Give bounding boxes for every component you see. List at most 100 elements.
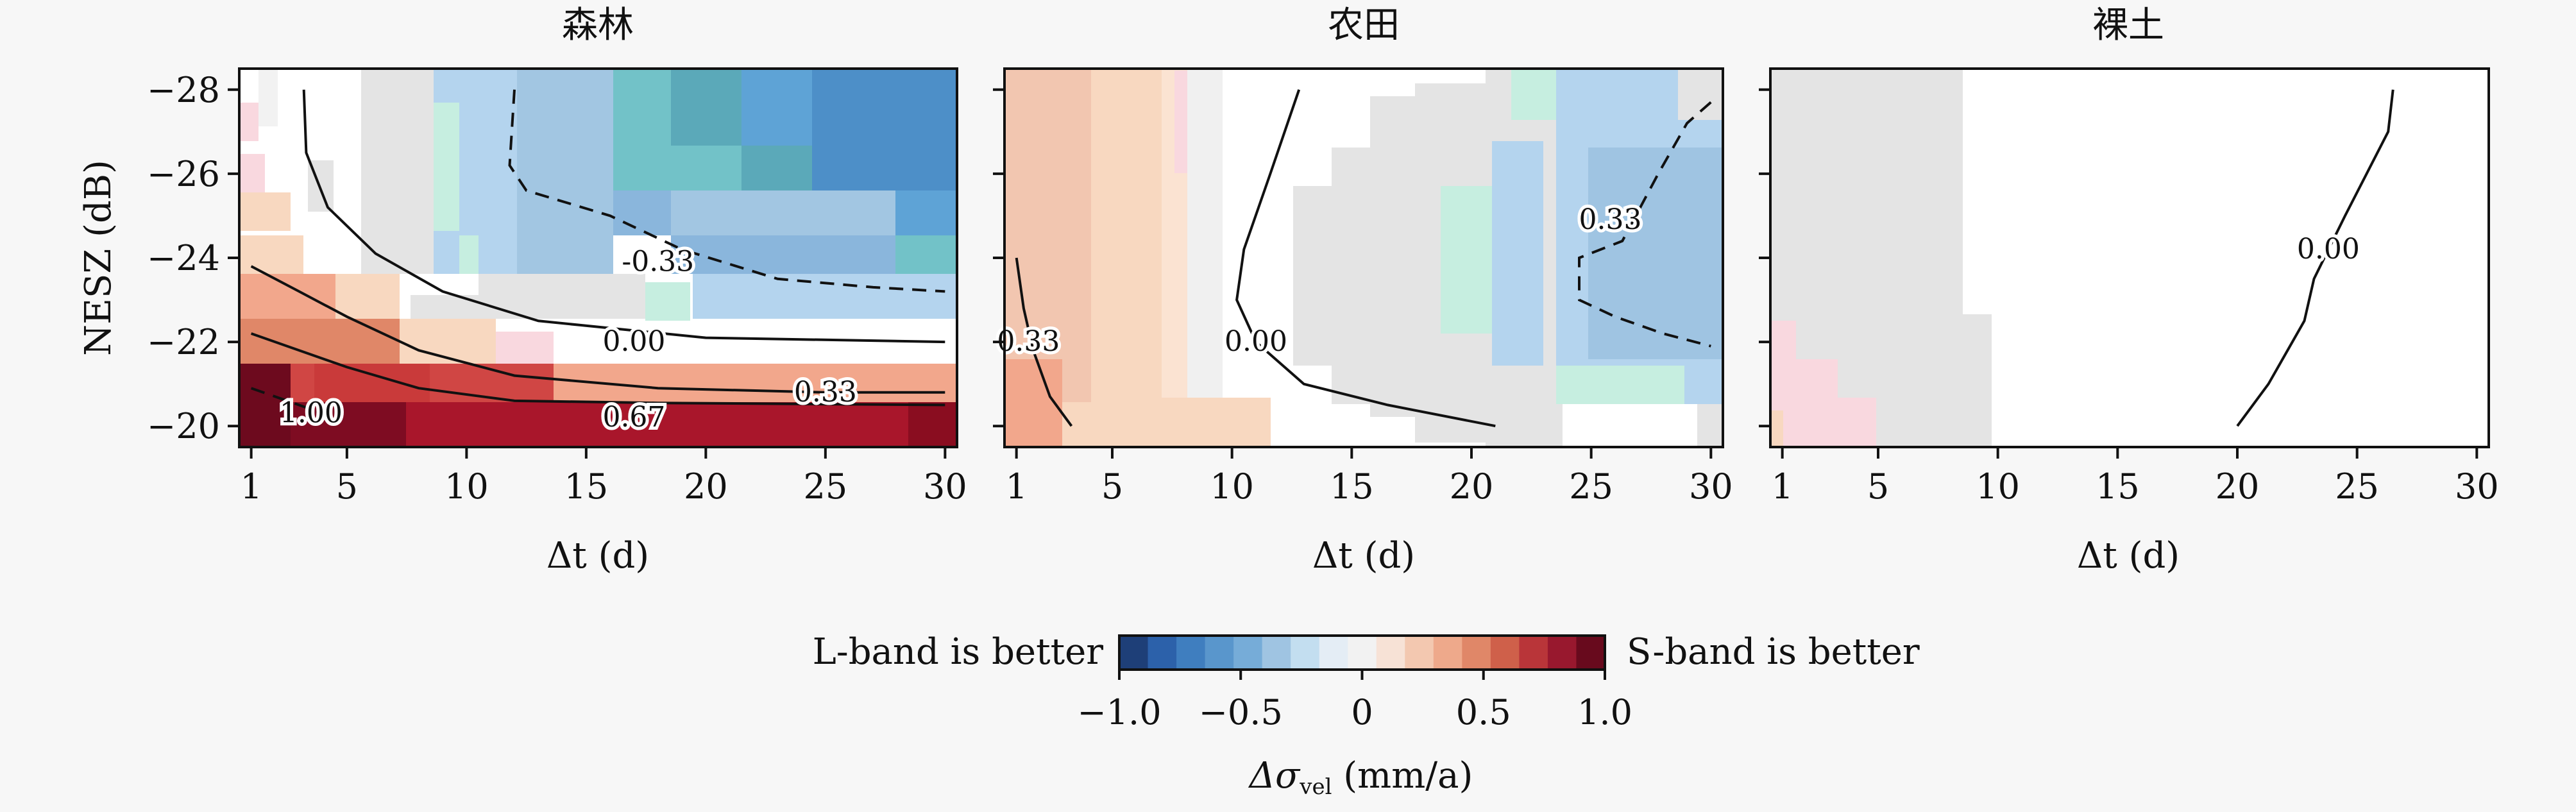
cell: [335, 274, 400, 319]
x-tick-label: 10: [445, 466, 489, 507]
x-tick-label: 30: [923, 466, 967, 507]
cell: [434, 103, 459, 231]
cell: [741, 146, 812, 190]
contour-line-0.00: [302, 89, 945, 344]
x-tick-label: 20: [684, 466, 728, 507]
colorbar-label: Δσvel (mm/a): [1248, 755, 1473, 800]
y-axis-label: NESZ (dB): [78, 160, 119, 356]
cell: [1293, 186, 1332, 366]
cell: [812, 69, 957, 190]
x-tick-label: 15: [2096, 466, 2140, 507]
contour-label: -0.33: [622, 246, 694, 278]
x-tick-label: 20: [2216, 466, 2260, 507]
contour-labels: 0.00: [2294, 230, 2363, 269]
contour-label: 0.33: [1579, 203, 1642, 236]
y-tick-label: −20: [147, 406, 220, 446]
y-tick-label: −28: [147, 70, 220, 110]
cell: [1838, 398, 1876, 447]
x-tick-label: 15: [564, 466, 608, 507]
y-axis: [1759, 88, 1770, 428]
cell: [361, 69, 434, 274]
contour-line--0.33: [1578, 101, 1712, 348]
colorbar-label-unit: (mm/a): [1332, 755, 1473, 797]
contour-labels: -0.33 0.00 0.33 0.67 1.00: [276, 242, 860, 437]
x-tick-label: 20: [1450, 466, 1494, 507]
colorbar-swatch: [1547, 636, 1577, 670]
cell: [1770, 410, 1783, 447]
cell: [1588, 148, 1723, 359]
colorbar-swatch: [1376, 636, 1405, 670]
cell: [239, 103, 258, 141]
panel-title: 农田: [1328, 4, 1400, 46]
contour-line--0.33: [508, 89, 945, 293]
contour-lines: [250, 89, 945, 415]
colorbar-swatch: [1176, 636, 1206, 670]
x-axis-label: Δt (d): [1312, 535, 1415, 577]
cell: [1091, 69, 1162, 447]
contour-label: 0.33: [997, 325, 1060, 358]
contour-line-0.00: [2236, 89, 2394, 427]
cell: [1162, 398, 1271, 447]
colorbar-label-sub: vel: [1299, 774, 1332, 800]
x-tick-label: 10: [1210, 466, 1254, 507]
contour-line-0.00: [1235, 89, 1496, 428]
x-tick-label: 30: [2455, 466, 2499, 507]
cell: [613, 190, 671, 235]
heatmap-cells: [1004, 69, 1723, 447]
contour-lines: [1015, 89, 1712, 428]
cell: [239, 192, 291, 231]
x-tick-label: 5: [1101, 466, 1123, 507]
x-tick-label: 5: [336, 466, 358, 507]
contour-label: 0.00: [1224, 325, 1287, 358]
colorbar-tick-label: −0.5: [1199, 692, 1283, 732]
x-axis-label: Δt (d): [2077, 535, 2180, 577]
contour-line-0.33: [250, 265, 945, 394]
cell: [459, 235, 479, 274]
colorbar-ticks: −1.0 −0.5 0 0.5 1.0: [1077, 670, 1632, 732]
contour-label: 0.00: [602, 325, 665, 358]
y-tick-label: −22: [147, 322, 220, 362]
cell: [1790, 359, 1838, 447]
cell: [239, 274, 335, 319]
panel-title: 裸土: [2092, 4, 2164, 46]
x-axis-label: Δt (d): [547, 535, 649, 577]
colorbar: L-band is better S-band is better −1.0 −0…: [813, 631, 1920, 800]
y-tick-label: −24: [147, 238, 220, 278]
colorbar-tick-label: 0: [1351, 692, 1373, 732]
colorbar-swatch: [1262, 636, 1291, 670]
x-tick-label: 1: [240, 466, 262, 507]
contour-lines: [2236, 89, 2394, 427]
cell: [1492, 141, 1543, 366]
colorbar-swatch: [1233, 636, 1263, 670]
cell: [239, 364, 291, 447]
cell: [895, 235, 957, 274]
contour-label: 0.67: [602, 401, 665, 434]
cell: [693, 274, 957, 319]
cell: [1187, 69, 1223, 447]
cell: [400, 319, 496, 364]
panel-farmland: 农田 0.3: [993, 4, 1733, 577]
x-tick-label: 25: [803, 466, 847, 507]
colorbar-swatch: [1148, 636, 1177, 670]
x-axis: 1 5 10 15 20 25 30: [1005, 447, 1733, 507]
y-axis: [993, 88, 1004, 428]
colorbar-swatch: [1405, 636, 1434, 670]
cell: [554, 364, 957, 402]
contour-label: 0.00: [2297, 233, 2360, 266]
contour-line-0.33: [1015, 257, 1073, 427]
cell: [895, 190, 957, 235]
cell: [239, 154, 265, 192]
contour-line-0.67: [250, 332, 945, 407]
cell: [1684, 366, 1723, 404]
contour-label: 0.33: [794, 376, 857, 409]
cell: [314, 364, 430, 402]
colorbar-swatch: [1433, 636, 1462, 670]
heatmap-cells: [1770, 69, 2489, 447]
colorbar-tick-label: 0.5: [1456, 692, 1511, 732]
cell: [239, 235, 303, 274]
contour-line-1.00: [250, 387, 324, 415]
cell: [671, 69, 741, 146]
cell: [1678, 69, 1723, 120]
colorbar-tick-label: 1.0: [1577, 692, 1632, 732]
cell: [1556, 366, 1684, 404]
